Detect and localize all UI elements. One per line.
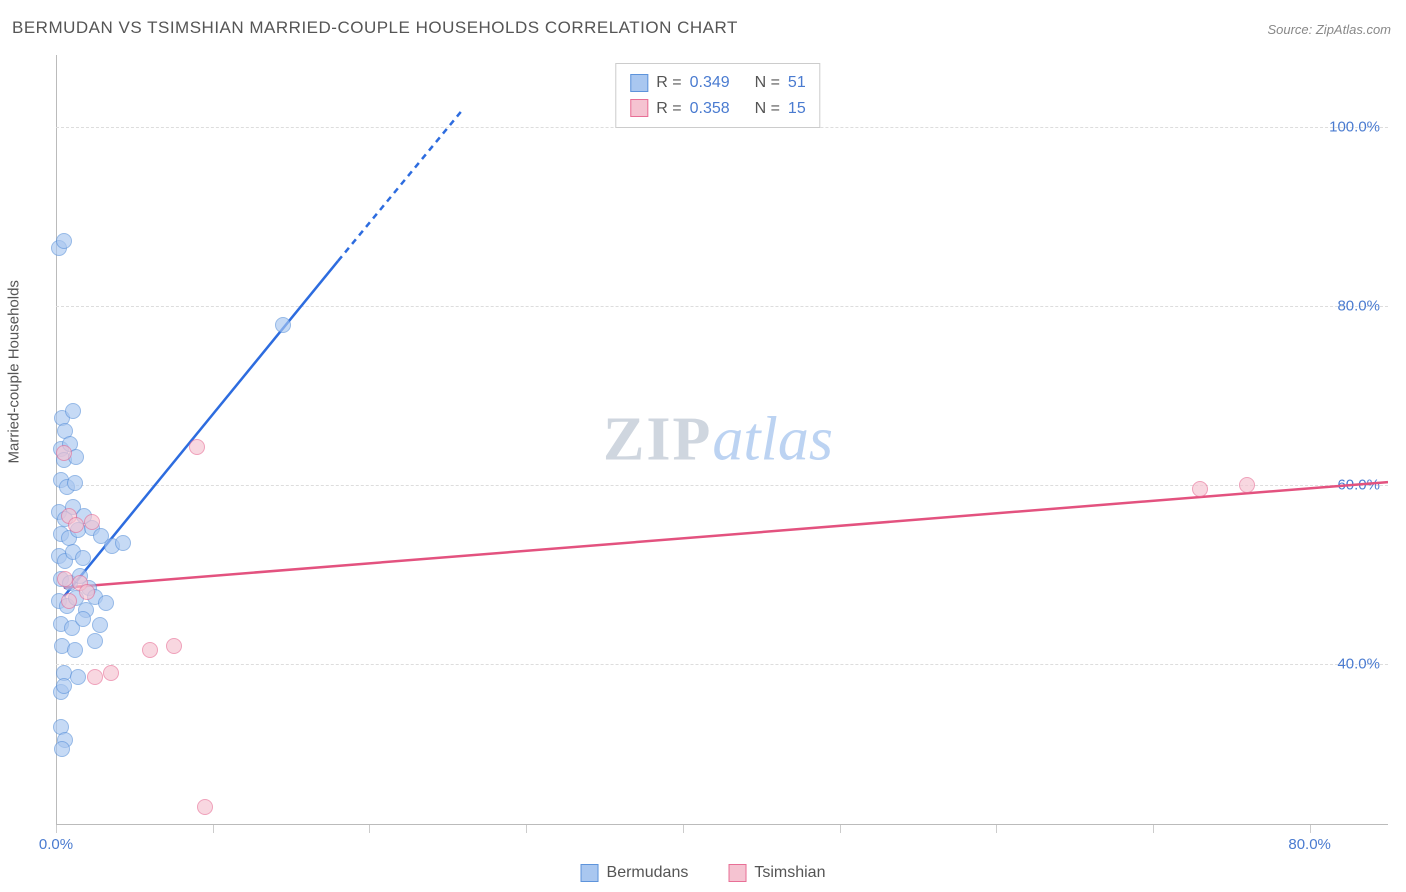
stat-n-value: 15 [788,96,806,122]
marker-bermudans [56,233,72,249]
legend-label: Tsimshian [754,864,825,882]
stat-n-label: N = [755,70,780,96]
x-axis-line [56,824,1388,825]
x-tick [840,825,841,833]
marker-tsimshian [197,799,213,815]
source-label: Source: ZipAtlas.com [1267,22,1391,37]
legend-swatch-icon [728,864,746,882]
marker-bermudans [75,611,91,627]
watermark: ZIPatlas [603,405,833,476]
stat-legend-row: R = 0.349 N = 51 [630,70,805,96]
x-tick [56,825,57,833]
stat-r-value: 0.349 [690,70,730,96]
x-tick-label: 80.0% [1288,836,1331,853]
marker-tsimshian [87,669,103,685]
gridline [56,306,1388,307]
y-tick-label: 80.0% [1337,297,1380,314]
watermark-zip: ZIP [603,406,712,474]
legend-label: Bermudans [607,864,689,882]
marker-bermudans [115,535,131,551]
marker-bermudans [98,595,114,611]
legend-swatch-icon [630,99,648,117]
y-tick-label: 40.0% [1337,655,1380,672]
marker-tsimshian [84,514,100,530]
marker-tsimshian [166,638,182,654]
legend-swatch-icon [630,74,648,92]
x-tick [683,825,684,833]
marker-tsimshian [103,665,119,681]
stats-legend: R = 0.349 N = 51 R = 0.358 N = 15 [615,63,820,128]
marker-bermudans [92,617,108,633]
trend-lines-svg [48,55,1388,825]
gridline [56,664,1388,665]
legend-item: Tsimshian [728,864,825,882]
chart-plot-area: 40.0% 60.0% 80.0% 100.0% ZIPatlas R = 0.349… [48,55,1388,825]
marker-tsimshian [1192,481,1208,497]
marker-bermudans [75,550,91,566]
y-tick-label: 100.0% [1329,118,1380,135]
marker-tsimshian [61,593,77,609]
marker-tsimshian [1239,477,1255,493]
marker-tsimshian [79,584,95,600]
stat-r-value: 0.358 [690,96,730,122]
marker-bermudans [67,475,83,491]
marker-tsimshian [189,439,205,455]
legend-item: Bermudans [581,864,689,882]
marker-bermudans [65,403,81,419]
marker-bermudans [87,633,103,649]
marker-tsimshian [68,517,84,533]
x-tick [1153,825,1154,833]
x-tick [526,825,527,833]
stat-n-label: N = [755,96,780,122]
y-axis-line [56,55,57,825]
stat-legend-row: R = 0.358 N = 15 [630,96,805,122]
marker-tsimshian [56,445,72,461]
legend-swatch-icon [581,864,599,882]
marker-bermudans [67,642,83,658]
watermark-atlas: atlas [712,406,833,474]
marker-bermudans [70,669,86,685]
marker-bermudans [54,741,70,757]
x-tick [996,825,997,833]
chart-title: BERMUDAN VS TSIMSHIAN MARRIED-COUPLE HOU… [12,18,738,38]
x-tick [213,825,214,833]
y-axis-label: Married-couple Households [6,280,23,463]
marker-tsimshian [142,642,158,658]
x-tick [1310,825,1311,833]
bottom-legend: Bermudans Tsimshian [581,864,826,882]
stat-r-label: R = [656,96,681,122]
stat-n-value: 51 [788,70,806,96]
x-tick [369,825,370,833]
gridline [56,485,1388,486]
y-tick-label: 60.0% [1337,476,1380,493]
marker-bermudans [275,317,291,333]
x-tick-label: 0.0% [39,836,73,853]
stat-r-label: R = [656,70,681,96]
marker-bermudans [56,678,72,694]
